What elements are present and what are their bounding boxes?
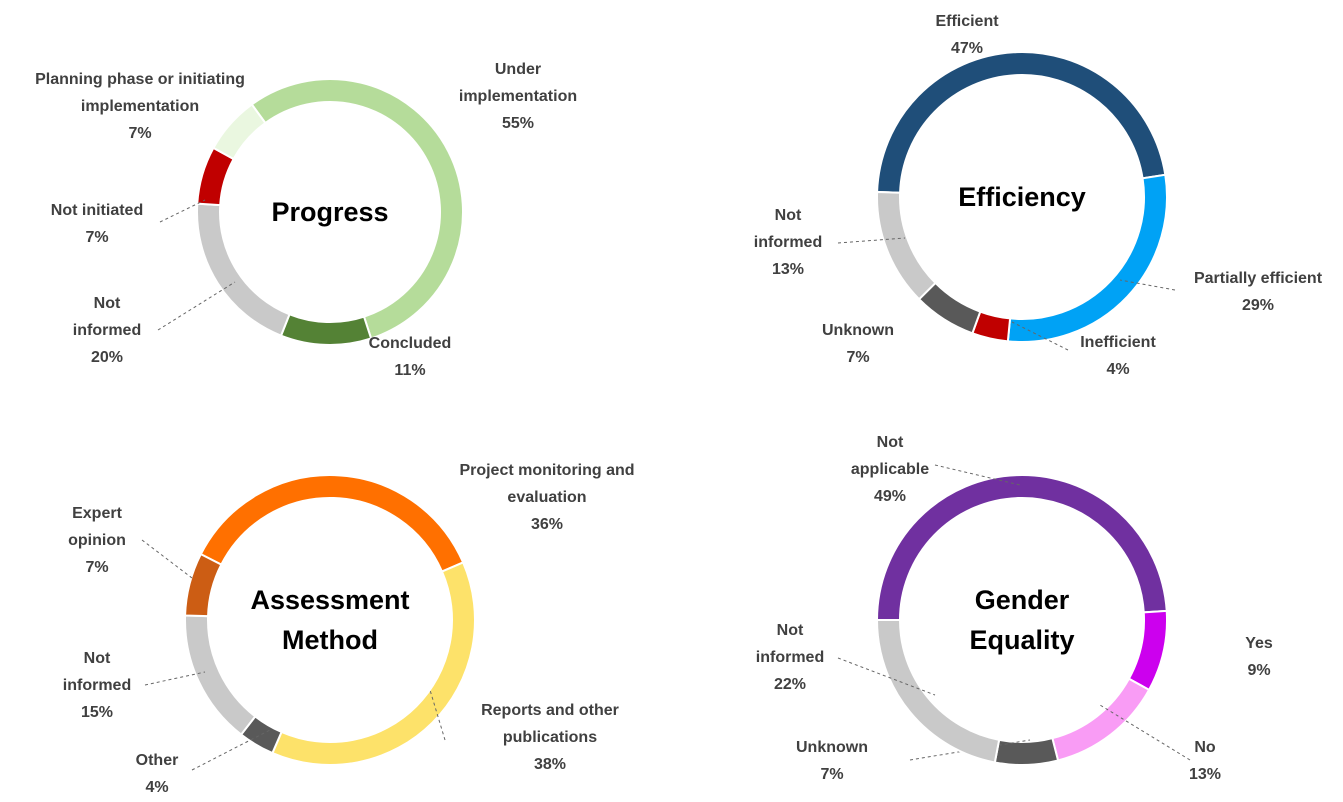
data-label: Yes 9% [1219,630,1299,684]
value-label: 7% [846,349,870,366]
data-label: Efficient 47% [907,8,1027,62]
data-label: Project monitoring and evaluation 36% [452,457,642,538]
category-label: Not informed [755,622,825,666]
value-label: 7% [128,125,152,142]
category-label: Not informed [72,295,142,339]
donut-segment [212,103,267,161]
category-label: Not informed [62,650,132,694]
data-label: Not informed 22% [750,617,830,698]
donut-segment [199,474,465,573]
chart-title: Assessment Method [250,585,410,655]
data-label: Partially efficient 29% [1158,265,1343,319]
data-label: Unknown 7% [772,734,892,788]
data-label: Not informed 13% [748,202,828,283]
value-label: 13% [771,261,805,278]
chart-title: Progress [271,197,389,227]
data-label: Not applicable 49% [840,429,940,510]
leader-line [159,199,206,223]
category-label: Under implementation [458,61,578,105]
leader-line [429,689,446,741]
value-label: 36% [530,516,564,533]
leader-line [837,657,936,696]
category-label: Not applicable [850,434,930,478]
category-label: Not initiated [50,202,144,219]
donut-segment [184,552,223,618]
leader-line [1011,321,1069,351]
value-label: 22% [773,676,807,693]
data-label: Reports and other publications 38% [455,697,645,778]
value-label: 49% [873,488,907,505]
value-label: 11% [394,362,426,379]
category-label: Unknown [822,322,894,339]
chart-title: Gender Equality [969,585,1075,655]
donut-segment [993,736,1060,766]
donut-segment [875,619,1001,764]
category-label: Planning phase or initiating implementat… [35,71,245,115]
value-label: 38% [533,756,567,773]
donut-segment [1127,609,1168,692]
data-label: Under implementation 55% [453,56,583,137]
category-label: Other [135,752,179,769]
category-label: Yes [1245,635,1273,652]
value-label: 9% [1247,662,1271,679]
category-label: Efficient [935,13,999,30]
donut-segment [876,190,937,301]
leader-line [191,729,271,771]
category-label: Unknown [796,739,868,756]
data-label: No 13% [1165,734,1245,788]
value-label: 4% [1106,361,1130,378]
value-label: 15% [80,704,114,721]
category-label: Concluded [368,335,452,352]
value-label: 7% [820,766,844,783]
data-label: Other 4% [117,747,197,801]
category-label: Reports and other publications [481,702,619,746]
category-label: No [1194,739,1216,756]
data-label: Expert opinion 7% [57,500,137,581]
category-label: Not informed [753,207,823,251]
chart-title: Efficiency [958,182,1086,212]
donut-segment [1051,677,1151,762]
category-label: Project monitoring and evaluation [459,462,635,506]
data-label: Not informed 20% [67,290,147,371]
data-label: Not initiated 7% [27,197,167,251]
category-label: Expert opinion [68,505,126,549]
category-label: Partially efficient [1193,270,1323,287]
value-label: 47% [950,40,984,57]
leader-line [144,671,206,686]
data-label: Unknown 7% [798,317,918,371]
value-label: 7% [85,559,109,576]
data-label: Planning phase or initiating implementat… [10,66,270,147]
value-label: 13% [1188,766,1222,783]
data-label: Not informed 15% [57,645,137,726]
category-label: Inefficient [1080,334,1156,351]
leader-line [141,539,193,579]
data-label: Concluded 11% [340,330,480,384]
donut-segment [876,51,1167,194]
data-label: Inefficient 4% [1058,329,1178,383]
leader-line [837,237,906,244]
value-label: 7% [85,229,109,246]
value-label: 20% [90,349,124,366]
leader-line [934,464,1021,486]
value-label: 29% [1241,297,1275,314]
value-label: 55% [501,115,535,132]
value-label: 4% [145,779,169,796]
